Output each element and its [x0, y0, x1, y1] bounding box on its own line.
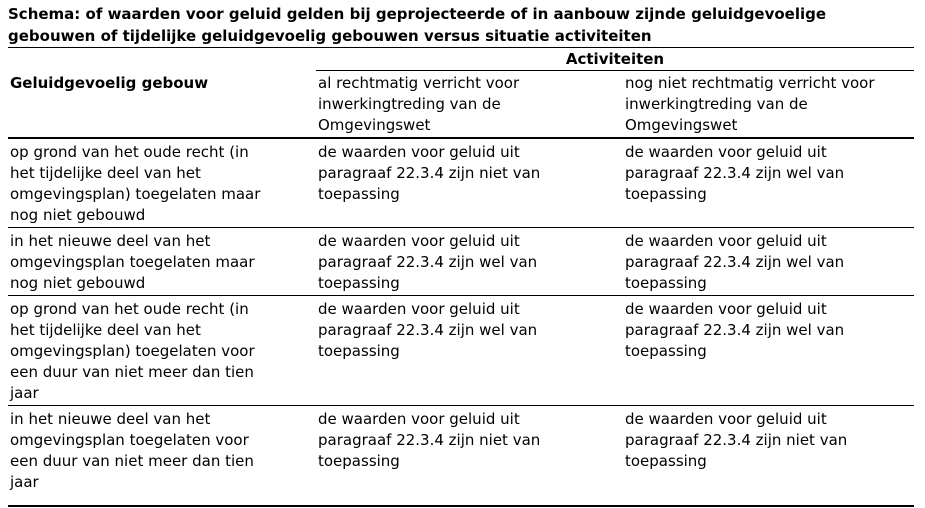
- cell-gebouw: op grond van het oude recht (in het tijd…: [8, 138, 316, 228]
- schema-table: Activiteiten Geluidgevoelig gebouw al re…: [8, 47, 914, 507]
- cell-al-verricht: de waarden voor geluid uit paragraaf 22.…: [316, 138, 623, 228]
- cell-al-verricht: de waarden voor geluid uit paragraaf 22.…: [316, 295, 623, 406]
- cell-gebouw: in het nieuwe deel van het omgevingsplan…: [8, 405, 316, 507]
- table-row: op grond van het oude recht (in het tijd…: [8, 295, 914, 406]
- cell-nog-niet-verricht: de waarden voor geluid uit paragraaf 22.…: [623, 295, 914, 406]
- activiteiten-group-header: Activiteiten: [316, 47, 914, 71]
- table-row: in het nieuwe deel van het omgevingsplan…: [8, 405, 914, 507]
- empty-header-cell: [8, 48, 316, 71]
- page-title: Schema: of waarden voor geluid gelden bi…: [8, 5, 827, 45]
- table-row: op grond van het oude recht (in het tijd…: [8, 138, 914, 228]
- cell-nog-niet-verricht: de waarden voor geluid uit paragraaf 22.…: [623, 138, 914, 228]
- cell-gebouw: op grond van het oude recht (in het tijd…: [8, 295, 316, 406]
- column-header-geluidgevoelig-gebouw: Geluidgevoelig gebouw: [8, 70, 316, 139]
- column-header-nog-niet-rechtmatig-verricht: nog niet rechtmatig verricht voor inwerk…: [623, 70, 914, 139]
- cell-al-verricht: de waarden voor geluid uit paragraaf 22.…: [316, 227, 623, 296]
- cell-nog-niet-verricht: de waarden voor geluid uit paragraaf 22.…: [623, 405, 914, 507]
- cell-al-verricht: de waarden voor geluid uit paragraaf 22.…: [316, 405, 623, 507]
- cell-gebouw: in het nieuwe deel van het omgevingsplan…: [8, 227, 316, 296]
- column-header-row: Geluidgevoelig gebouw al rechtmatig verr…: [8, 70, 914, 139]
- activiteiten-header-row: Activiteiten: [8, 47, 914, 71]
- table-row: in het nieuwe deel van het omgevingsplan…: [8, 227, 914, 296]
- column-header-al-rechtmatig-verricht: al rechtmatig verricht voor inwerkingtre…: [316, 70, 623, 139]
- cell-nog-niet-verricht: de waarden voor geluid uit paragraaf 22.…: [623, 227, 914, 296]
